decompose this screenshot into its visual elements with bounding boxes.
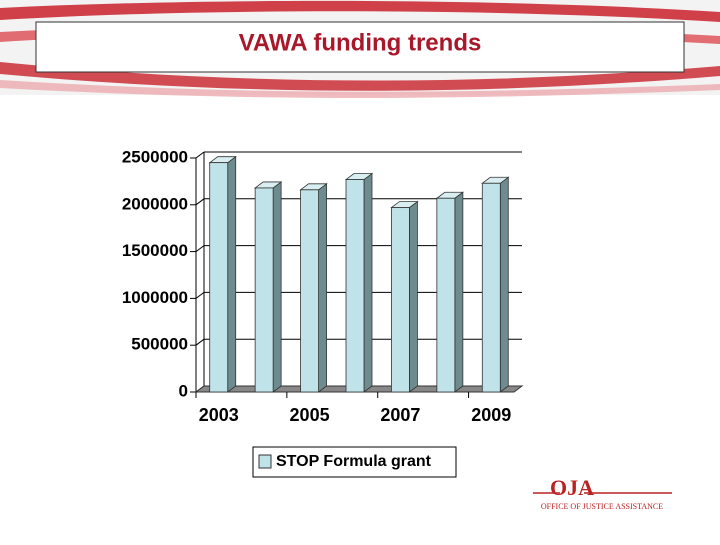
bar-side: [318, 183, 327, 393]
bar: [209, 162, 229, 393]
y-tick-label: 1500000: [122, 241, 188, 260]
bar-side: [454, 191, 464, 393]
bar: [254, 187, 274, 393]
bar: [436, 197, 456, 393]
logo-mark: OJA: [550, 475, 594, 500]
x-tick-label: 2009: [471, 405, 511, 425]
legend-box: [252, 446, 457, 478]
bar-side: [363, 172, 373, 393]
x-tick-label: 2005: [290, 405, 330, 425]
y-tick-label: 0: [179, 381, 188, 400]
legend: STOP Formula grant: [252, 446, 457, 478]
legend-label: STOP Formula grant: [276, 453, 432, 470]
depth-line: [195, 245, 205, 253]
x-tick-label: 2003: [199, 405, 239, 425]
bar-side: [409, 200, 418, 393]
depth-line: [195, 338, 205, 346]
chart-title: VAWA funding trends: [239, 29, 482, 56]
logo-text: OFFICE OF JUSTICE ASSISTANCE: [541, 502, 663, 511]
depth-line: [195, 151, 205, 159]
bar-side: [272, 181, 282, 393]
y-tick-label: 500000: [131, 335, 188, 354]
bar: [391, 207, 410, 393]
bar: [481, 182, 501, 393]
bar-side: [499, 176, 509, 393]
y-tick-label: 1000000: [122, 288, 188, 307]
legend-swatch: [258, 454, 272, 469]
bar: [345, 179, 365, 393]
bar: [300, 189, 319, 393]
plot: 0 500000 1000000 1500000 2000000 2500000 2003 2…: [122, 147, 524, 425]
logo: OJA OFFICE OF JUSTICE ASSISTANCE: [533, 475, 672, 511]
y-tick-label: 2000000: [122, 194, 188, 213]
depth-line: [195, 291, 205, 299]
x-tick-label: 2007: [380, 405, 420, 425]
y-tick-label: 2500000: [122, 147, 188, 166]
bar-side: [227, 155, 237, 393]
title-box: [35, 21, 685, 73]
depth-line: [195, 198, 205, 206]
